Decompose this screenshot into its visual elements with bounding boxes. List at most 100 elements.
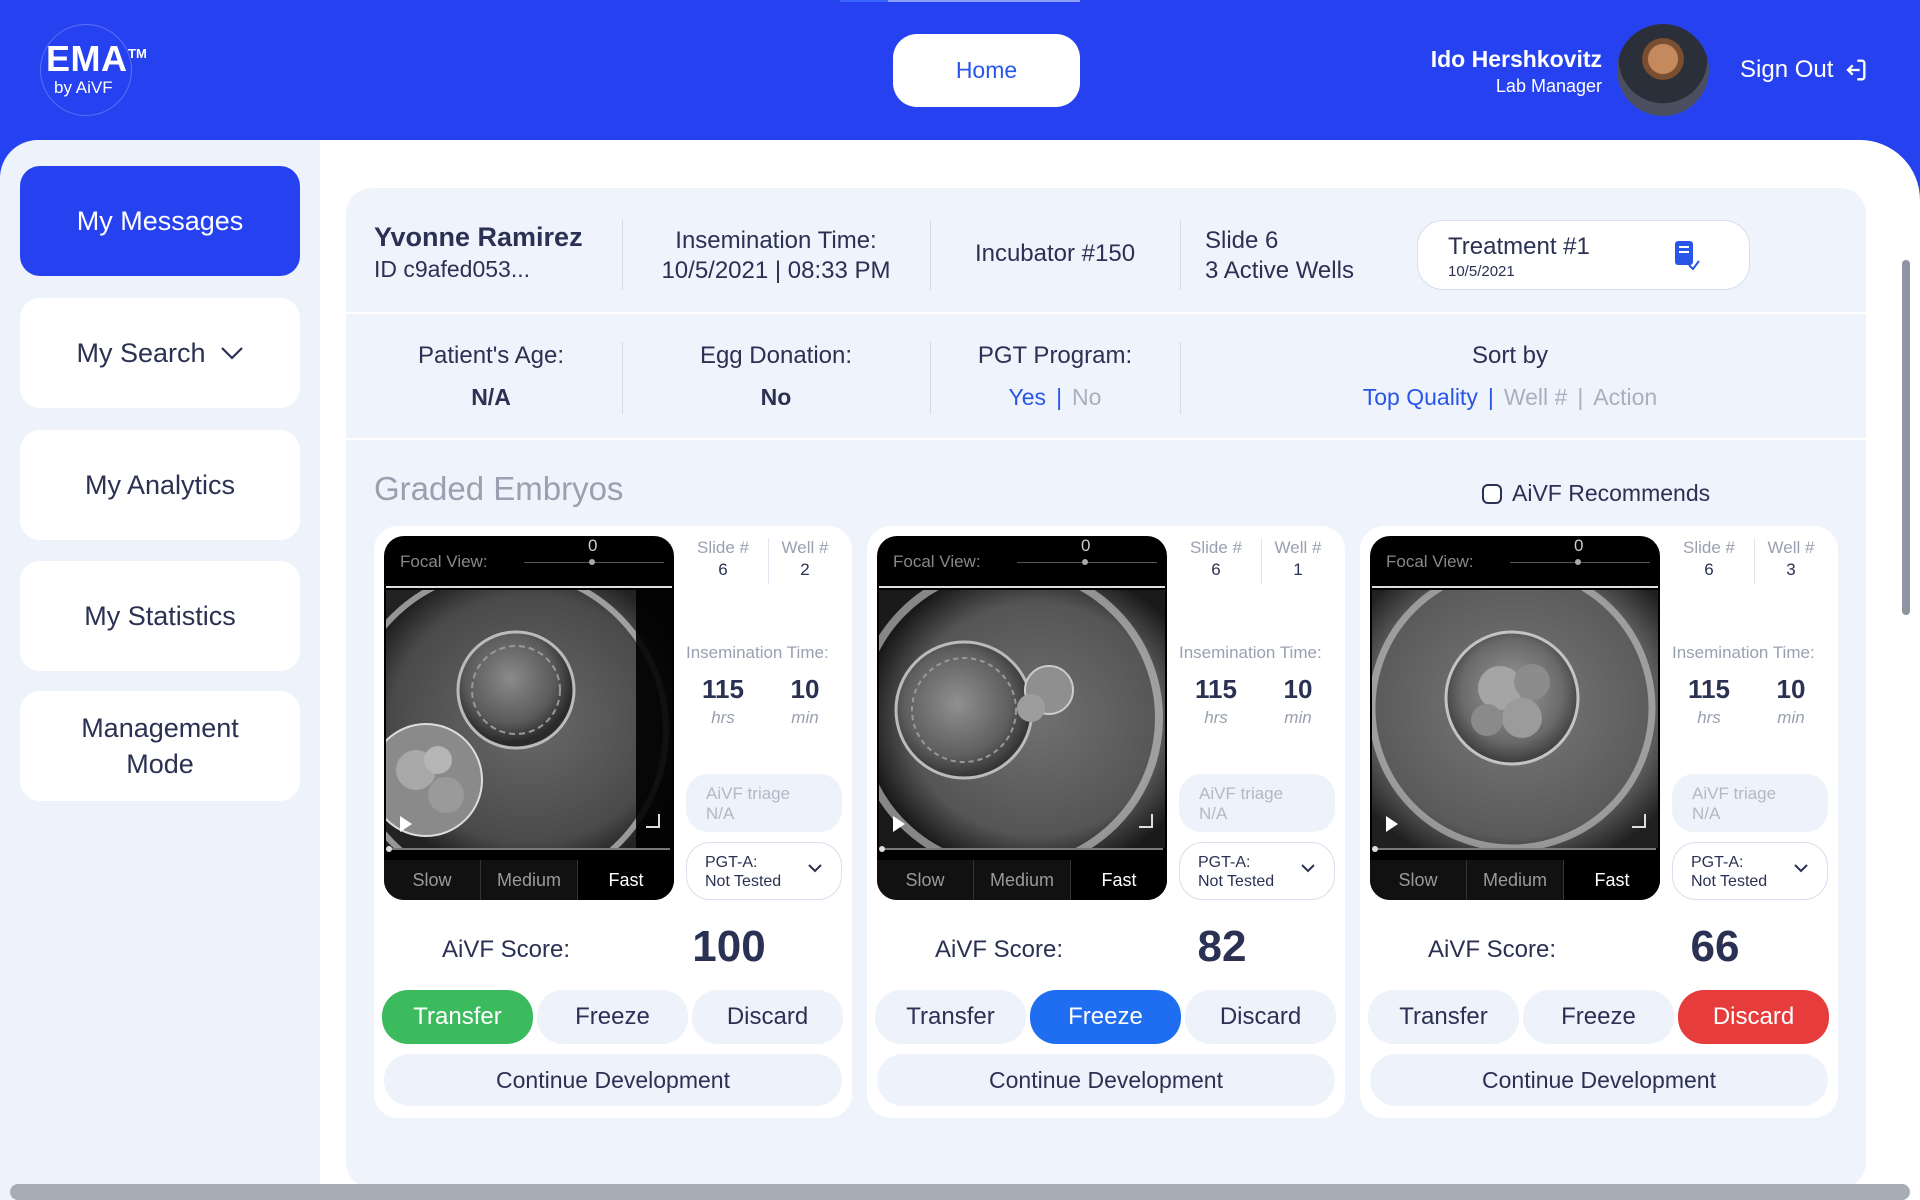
horizontal-scrollbar[interactable]: [10, 1184, 1910, 1200]
sidebar-item-my-messages[interactable]: My Messages: [20, 166, 300, 276]
age-label: Patient's Age:: [417, 342, 564, 369]
sort-top-quality[interactable]: Top Quality: [1362, 384, 1478, 410]
discard-button[interactable]: Discard: [692, 990, 843, 1044]
minutes-unit: min: [791, 708, 819, 727]
hours-value: 115: [702, 674, 744, 704]
expand-icon[interactable]: [646, 814, 660, 828]
sign-out-button[interactable]: Sign Out: [1740, 56, 1869, 84]
divider: [622, 220, 623, 290]
speed-slow[interactable]: Slow: [1370, 860, 1467, 900]
embryo-video-player[interactable]: Focal View: 0 Slow Medium Fast: [384, 536, 674, 900]
continue-development-button[interactable]: Continue Development: [1370, 1054, 1828, 1106]
meta-divider: [768, 538, 769, 584]
freeze-button[interactable]: Freeze: [1030, 990, 1181, 1044]
pgt-a-dropdown[interactable]: PGT-A: Not Tested: [1179, 842, 1335, 900]
focal-slider-handle[interactable]: [1575, 559, 1581, 565]
speed-fast[interactable]: Fast: [1071, 860, 1167, 900]
embryo-image: [879, 590, 1165, 848]
transfer-button[interactable]: Transfer: [875, 990, 1026, 1044]
discard-button[interactable]: Discard: [1678, 990, 1829, 1044]
pgt-a-label: PGT-A:: [705, 854, 758, 871]
user-role: Lab Manager: [1495, 76, 1602, 96]
freeze-button[interactable]: Freeze: [537, 990, 688, 1044]
pgt-a-dropdown[interactable]: PGT-A: Not Tested: [686, 842, 842, 900]
patient-name: Yvonne Ramirez: [374, 222, 583, 252]
focal-slider-handle[interactable]: [589, 559, 595, 565]
vertical-scrollbar[interactable]: [1902, 260, 1910, 615]
divider: [930, 342, 931, 414]
avatar[interactable]: [1617, 24, 1709, 116]
speed-selector: Slow Medium Fast: [877, 860, 1167, 900]
pgt-no-option[interactable]: No: [1072, 384, 1102, 410]
embryo-video-player[interactable]: Focal View: 0 Slow Medium Fast: [877, 536, 1167, 900]
expand-icon[interactable]: [1139, 814, 1153, 828]
embryo-video-player[interactable]: Focal View: 0 Slow Medium Fast: [1370, 536, 1660, 900]
frame-border: [1372, 586, 1658, 588]
speed-medium[interactable]: Medium: [974, 860, 1071, 900]
speed-slow[interactable]: Slow: [384, 860, 481, 900]
logo-subtitle: by AiVF: [54, 78, 113, 97]
freeze-button[interactable]: Freeze: [1523, 990, 1674, 1044]
top-loading-indicator: [840, 0, 1080, 2]
home-button[interactable]: Home: [893, 34, 1080, 107]
report-icon[interactable]: [1671, 239, 1701, 273]
play-icon[interactable]: [400, 816, 412, 832]
focal-slider-handle[interactable]: [1082, 559, 1088, 565]
triage-label: AiVF triage: [1692, 784, 1777, 803]
sidebar-item-label: My Statistics: [84, 600, 236, 631]
aivf-triage: AiVF triage N/A: [1672, 774, 1828, 832]
slide-info: Slide 6 3 Active Wells: [1205, 226, 1354, 286]
expand-icon[interactable]: [1632, 814, 1646, 828]
minutes-unit: min: [1777, 708, 1805, 727]
video-progress[interactable]: [388, 848, 670, 850]
pgt-program-label: PGT Program:: [977, 342, 1133, 369]
focal-value: 0: [588, 536, 598, 555]
speed-fast[interactable]: Fast: [578, 860, 674, 900]
continue-development-button[interactable]: Continue Development: [877, 1054, 1335, 1106]
transfer-button[interactable]: Transfer: [1368, 990, 1519, 1044]
divider: [1180, 342, 1181, 414]
insemination-label: Insemination Time:: [1672, 643, 1815, 662]
video-progress-handle[interactable]: [1372, 846, 1378, 852]
embryo-card: Focal View: 0 Slow Medium Fast Slide # 6: [867, 526, 1345, 1118]
speed-fast[interactable]: Fast: [1564, 860, 1660, 900]
play-icon[interactable]: [1386, 816, 1398, 832]
video-progress-handle[interactable]: [386, 846, 392, 852]
continue-development-button[interactable]: Continue Development: [384, 1054, 842, 1106]
insemination-label: Insemination Time:: [686, 643, 829, 662]
treatment-selector[interactable]: Treatment #1 10/5/2021: [1417, 220, 1750, 290]
video-progress-handle[interactable]: [879, 846, 885, 852]
aivf-score-label: AiVF Score:: [1428, 936, 1557, 963]
pgt-yes-option[interactable]: Yes: [1008, 384, 1047, 410]
speed-medium[interactable]: Medium: [1467, 860, 1564, 900]
chevron-down-icon: [808, 864, 822, 873]
sort-separator: |: [1577, 384, 1584, 410]
divider: [930, 220, 931, 290]
video-progress[interactable]: [1374, 848, 1656, 850]
video-progress[interactable]: [881, 848, 1163, 850]
sort-action[interactable]: Action: [1593, 384, 1658, 410]
logo-text: EMA: [46, 38, 128, 79]
treatment-date: 10/5/2021: [1448, 263, 1515, 280]
sidebar-item-my-search[interactable]: My Search: [20, 298, 300, 408]
transfer-button[interactable]: Transfer: [382, 990, 533, 1044]
sidebar-item-my-analytics[interactable]: My Analytics: [20, 430, 300, 540]
sidebar-item-my-statistics[interactable]: My Statistics: [20, 561, 300, 671]
speed-medium[interactable]: Medium: [481, 860, 578, 900]
aivf-triage: AiVF triage N/A: [1179, 774, 1335, 832]
sidebar-item-management-mode[interactable]: Management Mode: [20, 691, 300, 801]
speed-slow[interactable]: Slow: [877, 860, 974, 900]
pgt-a-dropdown[interactable]: PGT-A: Not Tested: [1672, 842, 1828, 900]
well-label: Well #: [781, 538, 829, 557]
age-value: N/A: [471, 384, 511, 410]
sidebar-item-label: Management Mode: [81, 712, 239, 779]
aivf-recommends-toggle[interactable]: AiVF Recommends: [1482, 480, 1710, 507]
discard-button[interactable]: Discard: [1185, 990, 1336, 1044]
sort-well[interactable]: Well #: [1503, 384, 1568, 410]
recommend-checkbox[interactable]: [1482, 483, 1502, 504]
aivf-score-value: 82: [1197, 922, 1247, 971]
sign-out-label: Sign Out: [1740, 56, 1834, 83]
well-label: Well #: [1274, 538, 1322, 557]
insemination-label: Insemination Time:: [1179, 643, 1322, 662]
play-icon[interactable]: [893, 816, 905, 832]
